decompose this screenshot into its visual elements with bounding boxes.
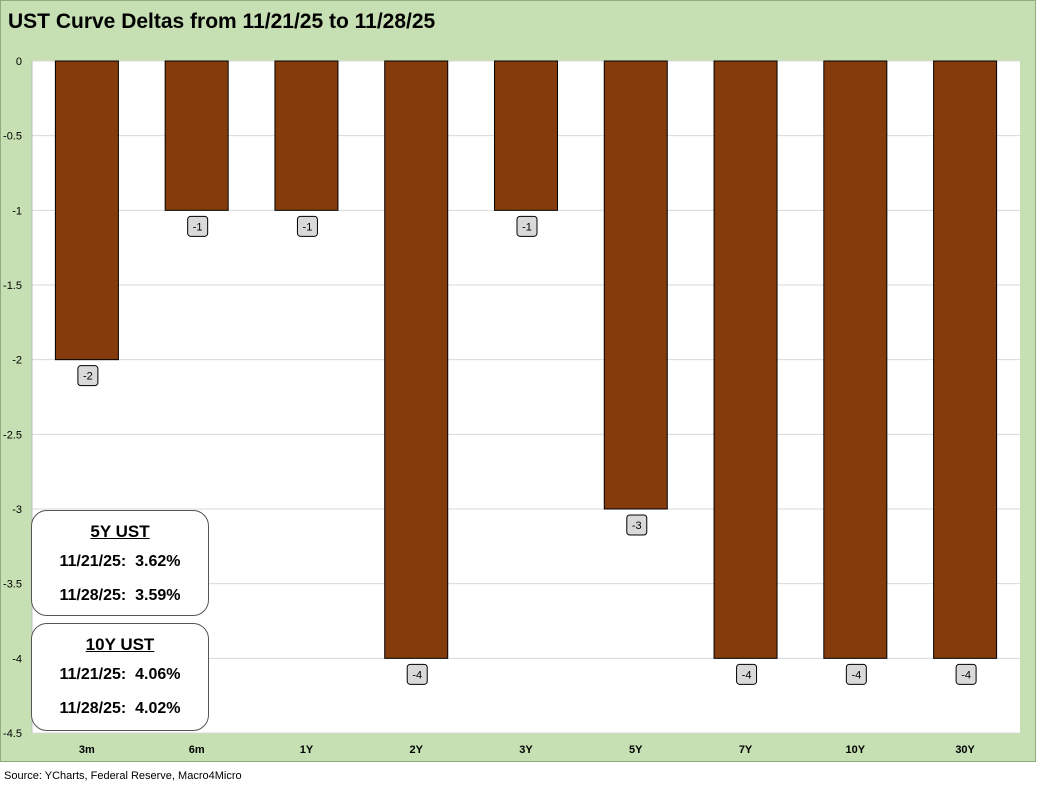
bars: [54, 60, 998, 659]
bar-3m: [54, 60, 119, 361]
source-note: Source: YCharts, Federal Reserve, Macro4…: [4, 770, 242, 782]
data-label: -4: [851, 669, 861, 681]
y-tick-label: -2.5: [3, 429, 22, 441]
bar-3y: [494, 60, 558, 211]
info-box-header: 5Y UST: [90, 522, 150, 541]
bar-7y: [713, 60, 778, 659]
x-category-label: 3Y: [519, 744, 533, 756]
x-category-label: 7Y: [739, 744, 753, 756]
x-category-label: 30Y: [955, 744, 975, 756]
y-tick-label: -3: [12, 504, 22, 516]
y-tick-label: -1: [12, 205, 22, 217]
x-category-label: 2Y: [409, 744, 423, 756]
y-tick-label: -1.5: [3, 280, 22, 292]
data-label: -1: [522, 221, 532, 233]
data-label-box: [845, 663, 867, 685]
data-label-box: [406, 663, 428, 685]
data-label-box: [187, 215, 209, 237]
x-category-label: 5Y: [629, 744, 643, 756]
y-tick-label: -0.5: [3, 131, 22, 143]
x-category-label: 6m: [189, 744, 205, 756]
info-box-header: 10Y UST: [85, 635, 155, 654]
info-box-line: 11/21/25: 3.62%: [59, 553, 181, 570]
y-tick-label: -3.5: [3, 579, 22, 591]
data-label: -2: [83, 371, 93, 383]
data-label-box: [296, 215, 318, 237]
x-category-label: 1Y: [300, 744, 314, 756]
data-labels: -2 -1 -1 -4 -1 -3 -4 -4 -4: [77, 215, 977, 685]
data-label-box: [77, 365, 99, 387]
info-box-10y-ust: 10Y UST 11/21/25: 4.06% 11/28/25: 4.02%: [31, 623, 209, 731]
y-tick-label: -4.5: [3, 728, 22, 740]
bar-10y: [823, 60, 888, 659]
info-box-line: 11/28/25: 3.59%: [59, 587, 181, 604]
data-label: -4: [961, 669, 971, 681]
data-label-box: [626, 514, 648, 536]
y-axis-ticks: 0 -0.5 -1 -1.5 -2 -2.5 -3 -3.5 -4 -4.5: [3, 56, 22, 740]
y-tick-label: -4: [12, 653, 22, 665]
info-box-line: 11/21/25: 4.06%: [59, 666, 181, 683]
chart-title: UST Curve Deltas from 11/21/25 to 11/28/…: [8, 10, 436, 33]
x-axis-categories: 3m 6m 1Y 2Y 3Y 5Y 7Y 10Y 30Y: [79, 744, 976, 756]
x-category-label: 3m: [79, 744, 95, 756]
y-tick-label: -2: [12, 355, 22, 367]
data-label: -1: [193, 221, 203, 233]
data-label: -4: [742, 669, 752, 681]
info-box-5y-ust: 5Y UST 11/21/25: 3.62% 11/28/25: 3.59%: [31, 510, 209, 616]
y-tick-label: 0: [16, 56, 22, 68]
data-label-box: [516, 215, 538, 237]
bar-30y: [933, 60, 998, 659]
x-category-label: 10Y: [846, 744, 866, 756]
data-label-box: [736, 663, 758, 685]
data-label: -3: [632, 520, 642, 532]
bar-1y: [274, 60, 339, 211]
data-label: -1: [303, 221, 313, 233]
bar-2y: [384, 60, 449, 659]
bar-5y: [603, 60, 668, 510]
data-label-box: [955, 663, 977, 685]
info-box-line: 11/28/25: 4.02%: [59, 700, 181, 717]
data-label: -4: [412, 669, 422, 681]
bar-6m: [164, 60, 229, 211]
